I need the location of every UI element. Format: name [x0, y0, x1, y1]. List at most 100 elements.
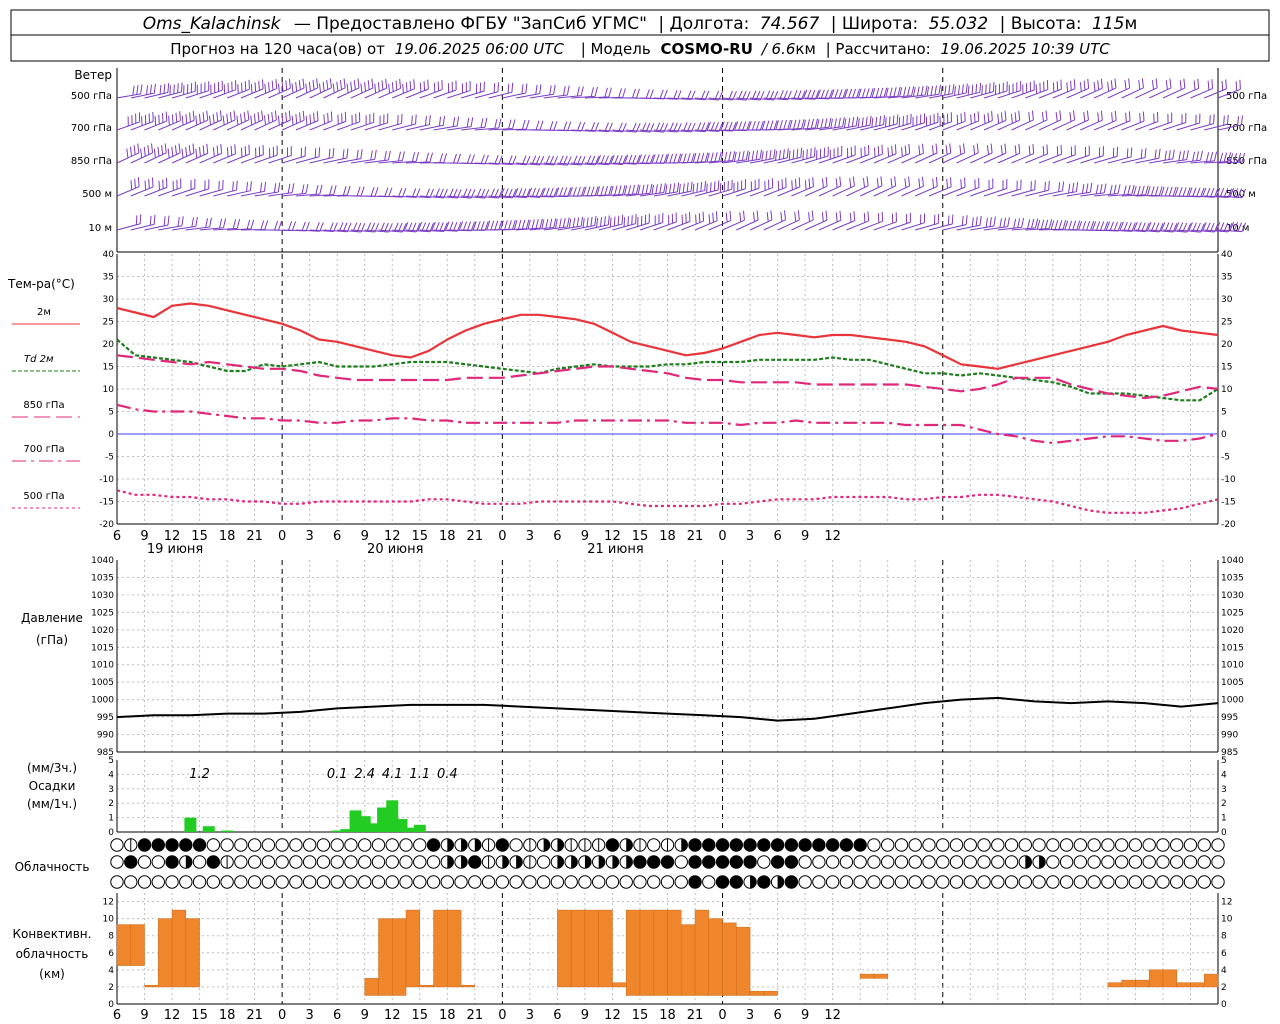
- wind-barb: [1025, 80, 1049, 99]
- wind-barb: [1052, 110, 1076, 131]
- wind-barb: [543, 217, 570, 231]
- wind-barb: [1052, 145, 1076, 164]
- cloud-symbol: [743, 838, 757, 852]
- wind-barb-feather: [174, 145, 177, 155]
- cloud-symbol: [316, 875, 331, 889]
- wind-barb-feather: [1178, 187, 1183, 197]
- conv-xtick: 0: [278, 1008, 286, 1023]
- wind-barb-feather: [1097, 112, 1100, 122]
- wind-barb-feather: [627, 216, 629, 226]
- wind-barb: [818, 146, 843, 164]
- wind-barb-feather: [869, 115, 872, 126]
- wind-barb-feather: [260, 220, 265, 230]
- wind-barb-staff: [323, 87, 346, 99]
- wind-barb-feather: [696, 182, 699, 193]
- wind-barb-feather: [742, 210, 745, 221]
- wind-barb: [158, 82, 183, 99]
- wind-barb: [997, 110, 1021, 131]
- wind-barb: [309, 147, 335, 164]
- wind-barb-staff: [667, 129, 692, 133]
- wind-barb: [983, 81, 1008, 99]
- wind-barb-feather: [814, 118, 818, 128]
- wind-barb-feather: [539, 188, 545, 198]
- pres-ytick-right: 1000: [1221, 696, 1244, 706]
- wind-barb-feather: [793, 119, 797, 130]
- wind-barb-feather: [744, 179, 747, 189]
- cloud-symbol: [371, 855, 386, 869]
- wind-barb-feather: [659, 154, 664, 164]
- temp-xtick: 9: [361, 529, 369, 544]
- wind-barb-feather: [269, 148, 271, 158]
- wind-barb-feather: [607, 215, 610, 225]
- wind-barb-feather: [622, 88, 626, 98]
- wind-barb: [1025, 110, 1048, 131]
- wind-barb-feather: [608, 87, 612, 97]
- wind-barb-feather: [568, 218, 572, 229]
- wind-barb-staff: [639, 129, 664, 133]
- wind-barb: [405, 115, 431, 131]
- wind-barb-feather: [217, 81, 220, 92]
- wind-barb-feather: [308, 81, 311, 92]
- cloud-symbol: [647, 838, 661, 852]
- wind-barb: [309, 222, 338, 233]
- wind-barb-feather: [1233, 188, 1239, 198]
- wind-barb-staff: [337, 158, 361, 164]
- wind-barb: [914, 143, 938, 164]
- cloud-symbol: [302, 855, 317, 869]
- wind-barb-feather: [263, 115, 266, 126]
- wind-barb-feather: [645, 89, 650, 99]
- cloud-symbol: [275, 875, 289, 889]
- wind-barb-feather: [1153, 113, 1155, 123]
- wind-barb-feather: [402, 83, 404, 94]
- wind-barb-feather: [271, 80, 274, 91]
- wind-barb-feather: [342, 186, 347, 196]
- wind-barb-feather: [1099, 184, 1103, 194]
- wind-barb: [1176, 150, 1203, 164]
- wind-barb-feather: [133, 145, 136, 155]
- wind-barb-feather: [381, 80, 384, 90]
- wind-barb-feather: [295, 114, 298, 124]
- wind-barb-feather: [1093, 81, 1096, 92]
- wind-barb-staff: [928, 93, 953, 99]
- wind-barb-feather: [1090, 221, 1095, 231]
- wind-barb-feather: [580, 186, 585, 197]
- wind-barb: [295, 78, 319, 99]
- temp-xtick: 0: [278, 529, 286, 544]
- wind-barb-feather: [635, 214, 637, 224]
- wind-barb: [571, 86, 598, 99]
- wind-level-label-right: 10 м: [1226, 223, 1249, 234]
- cloud-symbol: [977, 855, 991, 869]
- wind-barb: [419, 115, 446, 131]
- wind-barb-feather: [1004, 110, 1007, 121]
- wind-barb-feather: [1130, 147, 1133, 157]
- cloud-symbol: [289, 875, 303, 889]
- conv-ytick-left: 2: [108, 983, 114, 993]
- wind-barb: [777, 147, 803, 164]
- wind-barb-feather: [195, 115, 198, 126]
- wind-barb-feather: [277, 115, 280, 126]
- latitude-label: | Широта:: [831, 14, 919, 34]
- wind-barb-feather: [1226, 114, 1229, 125]
- wind-barb-feather: [885, 87, 889, 98]
- wind-barb-feather: [301, 221, 306, 231]
- wind-barb-feather: [912, 87, 916, 97]
- wind-barb-feather: [1237, 188, 1243, 198]
- wind-barb-feather: [1032, 144, 1035, 154]
- wind-barb: [144, 83, 170, 99]
- wind-barb-feather: [1098, 147, 1101, 157]
- wind-barb-feather: [766, 212, 769, 222]
- wind-barb-staff: [447, 126, 472, 131]
- wind-barb-feather: [1048, 180, 1050, 191]
- wind-barb: [915, 176, 938, 197]
- temp-ytick-right: 35: [1221, 273, 1232, 283]
- wind-barb-feather: [987, 112, 990, 123]
- wind-barb: [433, 153, 461, 164]
- wind-barb: [626, 89, 654, 99]
- pres-ytick-left: 1040: [91, 556, 114, 566]
- wind-barb-feather: [768, 179, 770, 190]
- wind-barb: [1107, 78, 1131, 99]
- wind-barb-feather: [745, 150, 749, 160]
- cloud-symbol: [234, 875, 248, 889]
- wind-barb: [254, 145, 278, 164]
- cloud-symbol: [234, 838, 248, 852]
